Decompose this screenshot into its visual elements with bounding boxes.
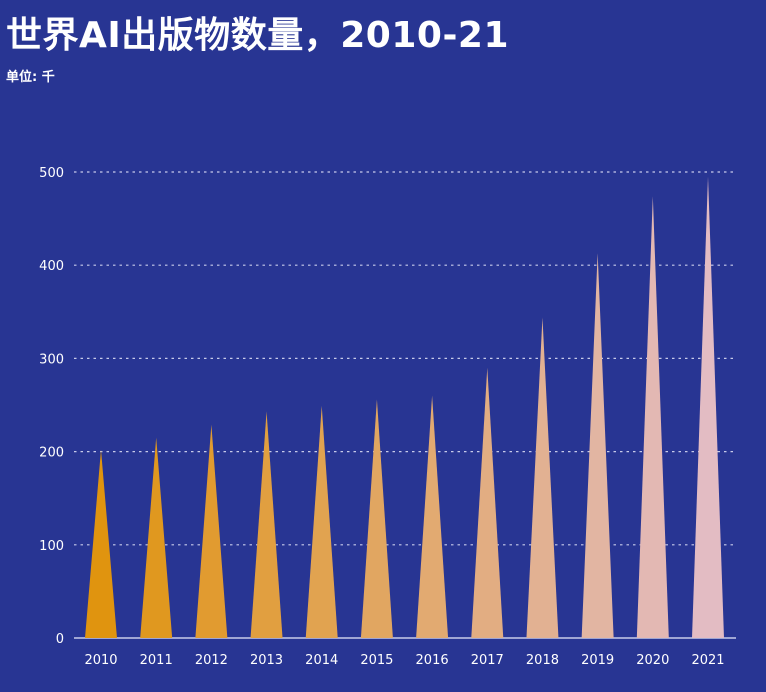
x-tick-label: 2015 <box>360 653 393 668</box>
chart-subtitle: 单位: 千 <box>6 70 55 85</box>
x-tick-label: 2020 <box>636 653 669 668</box>
x-tick-label: 2021 <box>691 653 724 668</box>
bar-2010 <box>85 449 117 638</box>
bar-2018 <box>526 317 559 638</box>
x-tick-label: 2019 <box>581 653 614 668</box>
x-tick-label: 2017 <box>471 653 504 668</box>
bar-2012 <box>195 424 228 638</box>
chart-title: 世界AI出版物数量，2010-21 <box>6 15 509 56</box>
bar-2016 <box>416 395 449 638</box>
bar-2021 <box>692 176 724 638</box>
y-tick-label: 500 <box>39 166 64 181</box>
x-tick-label: 2010 <box>84 653 117 668</box>
bar-2015 <box>360 399 393 638</box>
x-tick-label: 2014 <box>305 653 338 668</box>
bar-2011 <box>140 437 173 638</box>
y-tick-label: 0 <box>56 632 64 647</box>
y-tick-label: 300 <box>39 352 64 367</box>
x-tick-label: 2013 <box>250 653 283 668</box>
bar-2019 <box>581 253 614 639</box>
bar-2013 <box>250 411 283 638</box>
x-tick-label: 2016 <box>416 653 449 668</box>
bar-2020 <box>636 196 669 638</box>
x-tick-label: 2012 <box>195 653 228 668</box>
x-tick-label: 2018 <box>526 653 559 668</box>
bar-2017 <box>471 367 504 638</box>
y-tick-label: 200 <box>39 446 64 461</box>
x-tick-label: 2011 <box>140 653 173 668</box>
y-tick-label: 400 <box>39 259 64 274</box>
y-tick-label: 100 <box>39 539 64 554</box>
bar-2014 <box>305 405 338 638</box>
